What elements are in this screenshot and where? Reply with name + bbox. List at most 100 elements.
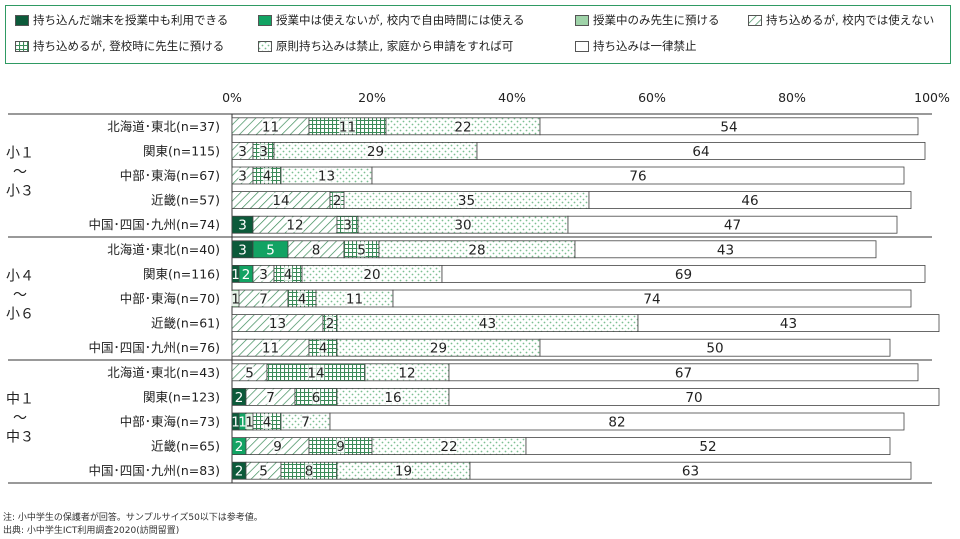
data-label-bg: [325, 315, 335, 331]
data-label-bg: [454, 217, 472, 233]
data-label-bg: [259, 291, 268, 306]
bar-segment: [476, 141, 926, 160]
data-label: 28: [468, 242, 485, 258]
data-label-bg: [336, 438, 345, 454]
category-label: 中国･四国･九州(n=83): [88, 463, 220, 478]
legend-item: 原則持ち込みは禁止, 家庭から申請をすれば可: [258, 38, 513, 54]
bar-segment: [539, 117, 919, 136]
data-label: 13: [318, 169, 335, 185]
data-label: 20: [363, 267, 380, 283]
source-note: 出典: 小中学生ICT利用調査2020(訪問留置): [3, 526, 180, 536]
data-label-bg: [269, 315, 286, 331]
category-label: 中部･東海(n=73): [120, 414, 220, 429]
data-label-bg: [311, 241, 321, 257]
data-label-bg: [346, 291, 363, 306]
data-label: 12: [398, 365, 415, 381]
bar-segment: [392, 289, 912, 308]
data-label: 67: [675, 365, 692, 381]
group-label: 中３: [6, 430, 34, 446]
data-label: 64: [692, 144, 709, 160]
data-label: 14: [307, 365, 324, 381]
data-label: 29: [430, 341, 447, 357]
data-label-bg: [259, 266, 268, 282]
data-label: 76: [629, 169, 646, 185]
data-label: 43: [780, 316, 797, 332]
data-label-bg: [311, 389, 321, 405]
data-label-bg: [307, 364, 325, 380]
category-label: 中国･四国･九州(n=76): [88, 340, 220, 355]
data-label: 14: [272, 193, 289, 209]
category-label: 中国･四国･九州(n=74): [88, 217, 220, 232]
category-label: 関東(n=115): [143, 143, 220, 158]
data-label: 1: [245, 415, 254, 431]
data-label: 4: [263, 169, 272, 185]
group-label: ～: [13, 411, 27, 427]
bar-segment: [567, 215, 898, 234]
data-label-bg: [297, 291, 307, 306]
data-label: 2: [326, 316, 335, 332]
data-label: 2: [235, 464, 244, 480]
data-label: 9: [336, 439, 345, 455]
data-label-bg: [301, 414, 310, 429]
bar-segment: [525, 437, 891, 456]
data-label-bg: [430, 340, 447, 356]
data-label: 8: [305, 464, 314, 480]
category-label: 中部･東海(n=70): [120, 291, 220, 306]
group-label: 中１: [6, 392, 34, 408]
legend-label: 持ち込んだ端末を授業中も利用できる: [33, 13, 229, 27]
legend-item: 授業中のみ先生に預ける: [575, 12, 720, 28]
data-label: 30: [454, 218, 471, 234]
data-label: 4: [298, 292, 307, 308]
bar-segment: [329, 412, 905, 431]
data-label-bg: [262, 168, 272, 183]
category-label: 近畿(n=61): [151, 316, 220, 331]
data-label: 2: [242, 267, 251, 283]
x-tick-label: 20%: [358, 90, 386, 105]
bar-segment: [637, 314, 940, 333]
bar-segment: [574, 240, 877, 259]
data-label-bg: [262, 118, 279, 134]
data-label: 74: [643, 292, 660, 308]
data-label-bg: [468, 241, 486, 257]
data-label: 1: [231, 267, 240, 283]
legend-swatch: [748, 14, 762, 26]
data-label-bg: [262, 340, 279, 356]
data-label: 7: [259, 292, 268, 308]
legend-item: 授業中は使えないが, 校内で自由時間には使える: [258, 12, 524, 28]
data-label-bg: [231, 291, 240, 306]
data-label-bg: [440, 438, 458, 454]
data-label: 11: [339, 119, 356, 135]
data-label: 29: [367, 144, 384, 160]
group-label: 小４: [6, 269, 34, 285]
data-label: 1: [231, 292, 240, 308]
data-label: 43: [717, 242, 734, 258]
bar-segment: [539, 338, 891, 357]
data-label: 46: [741, 193, 758, 209]
bar-segment: [371, 166, 905, 185]
data-label-bg: [458, 192, 475, 208]
group-label: ～: [13, 288, 27, 304]
bar-segment: [469, 461, 912, 480]
legend-swatch: [258, 14, 272, 26]
data-label-bg: [339, 118, 356, 134]
x-tick-label: 0%: [222, 90, 242, 105]
bar-segment: [588, 191, 912, 210]
bar-segment: [448, 363, 919, 382]
data-label-bg: [238, 143, 247, 159]
data-label-bg: [384, 389, 402, 405]
data-label: 7: [266, 390, 275, 406]
data-label-bg: [304, 463, 314, 479]
x-tick-label: 40%: [498, 90, 526, 105]
legend-label: 持ち込めるが, 登校時に先生に預ける: [33, 39, 225, 53]
data-label-bg: [454, 118, 472, 134]
chart-legend: 持ち込んだ端末を授業中も利用できる 授業中は使えないが, 校内で自由時間には使える…: [5, 5, 951, 64]
data-label: 9: [273, 439, 282, 455]
legend-label: 授業中は使えないが, 校内で自由時間には使える: [276, 13, 525, 27]
data-label: 5: [245, 365, 254, 381]
data-label: 47: [724, 218, 741, 234]
data-label: 16: [384, 390, 401, 406]
category-label: 北海道･東北(n=37): [107, 119, 220, 134]
bar-segment: [448, 387, 940, 406]
category-label: 近畿(n=57): [151, 193, 220, 208]
data-label-bg: [272, 192, 290, 208]
